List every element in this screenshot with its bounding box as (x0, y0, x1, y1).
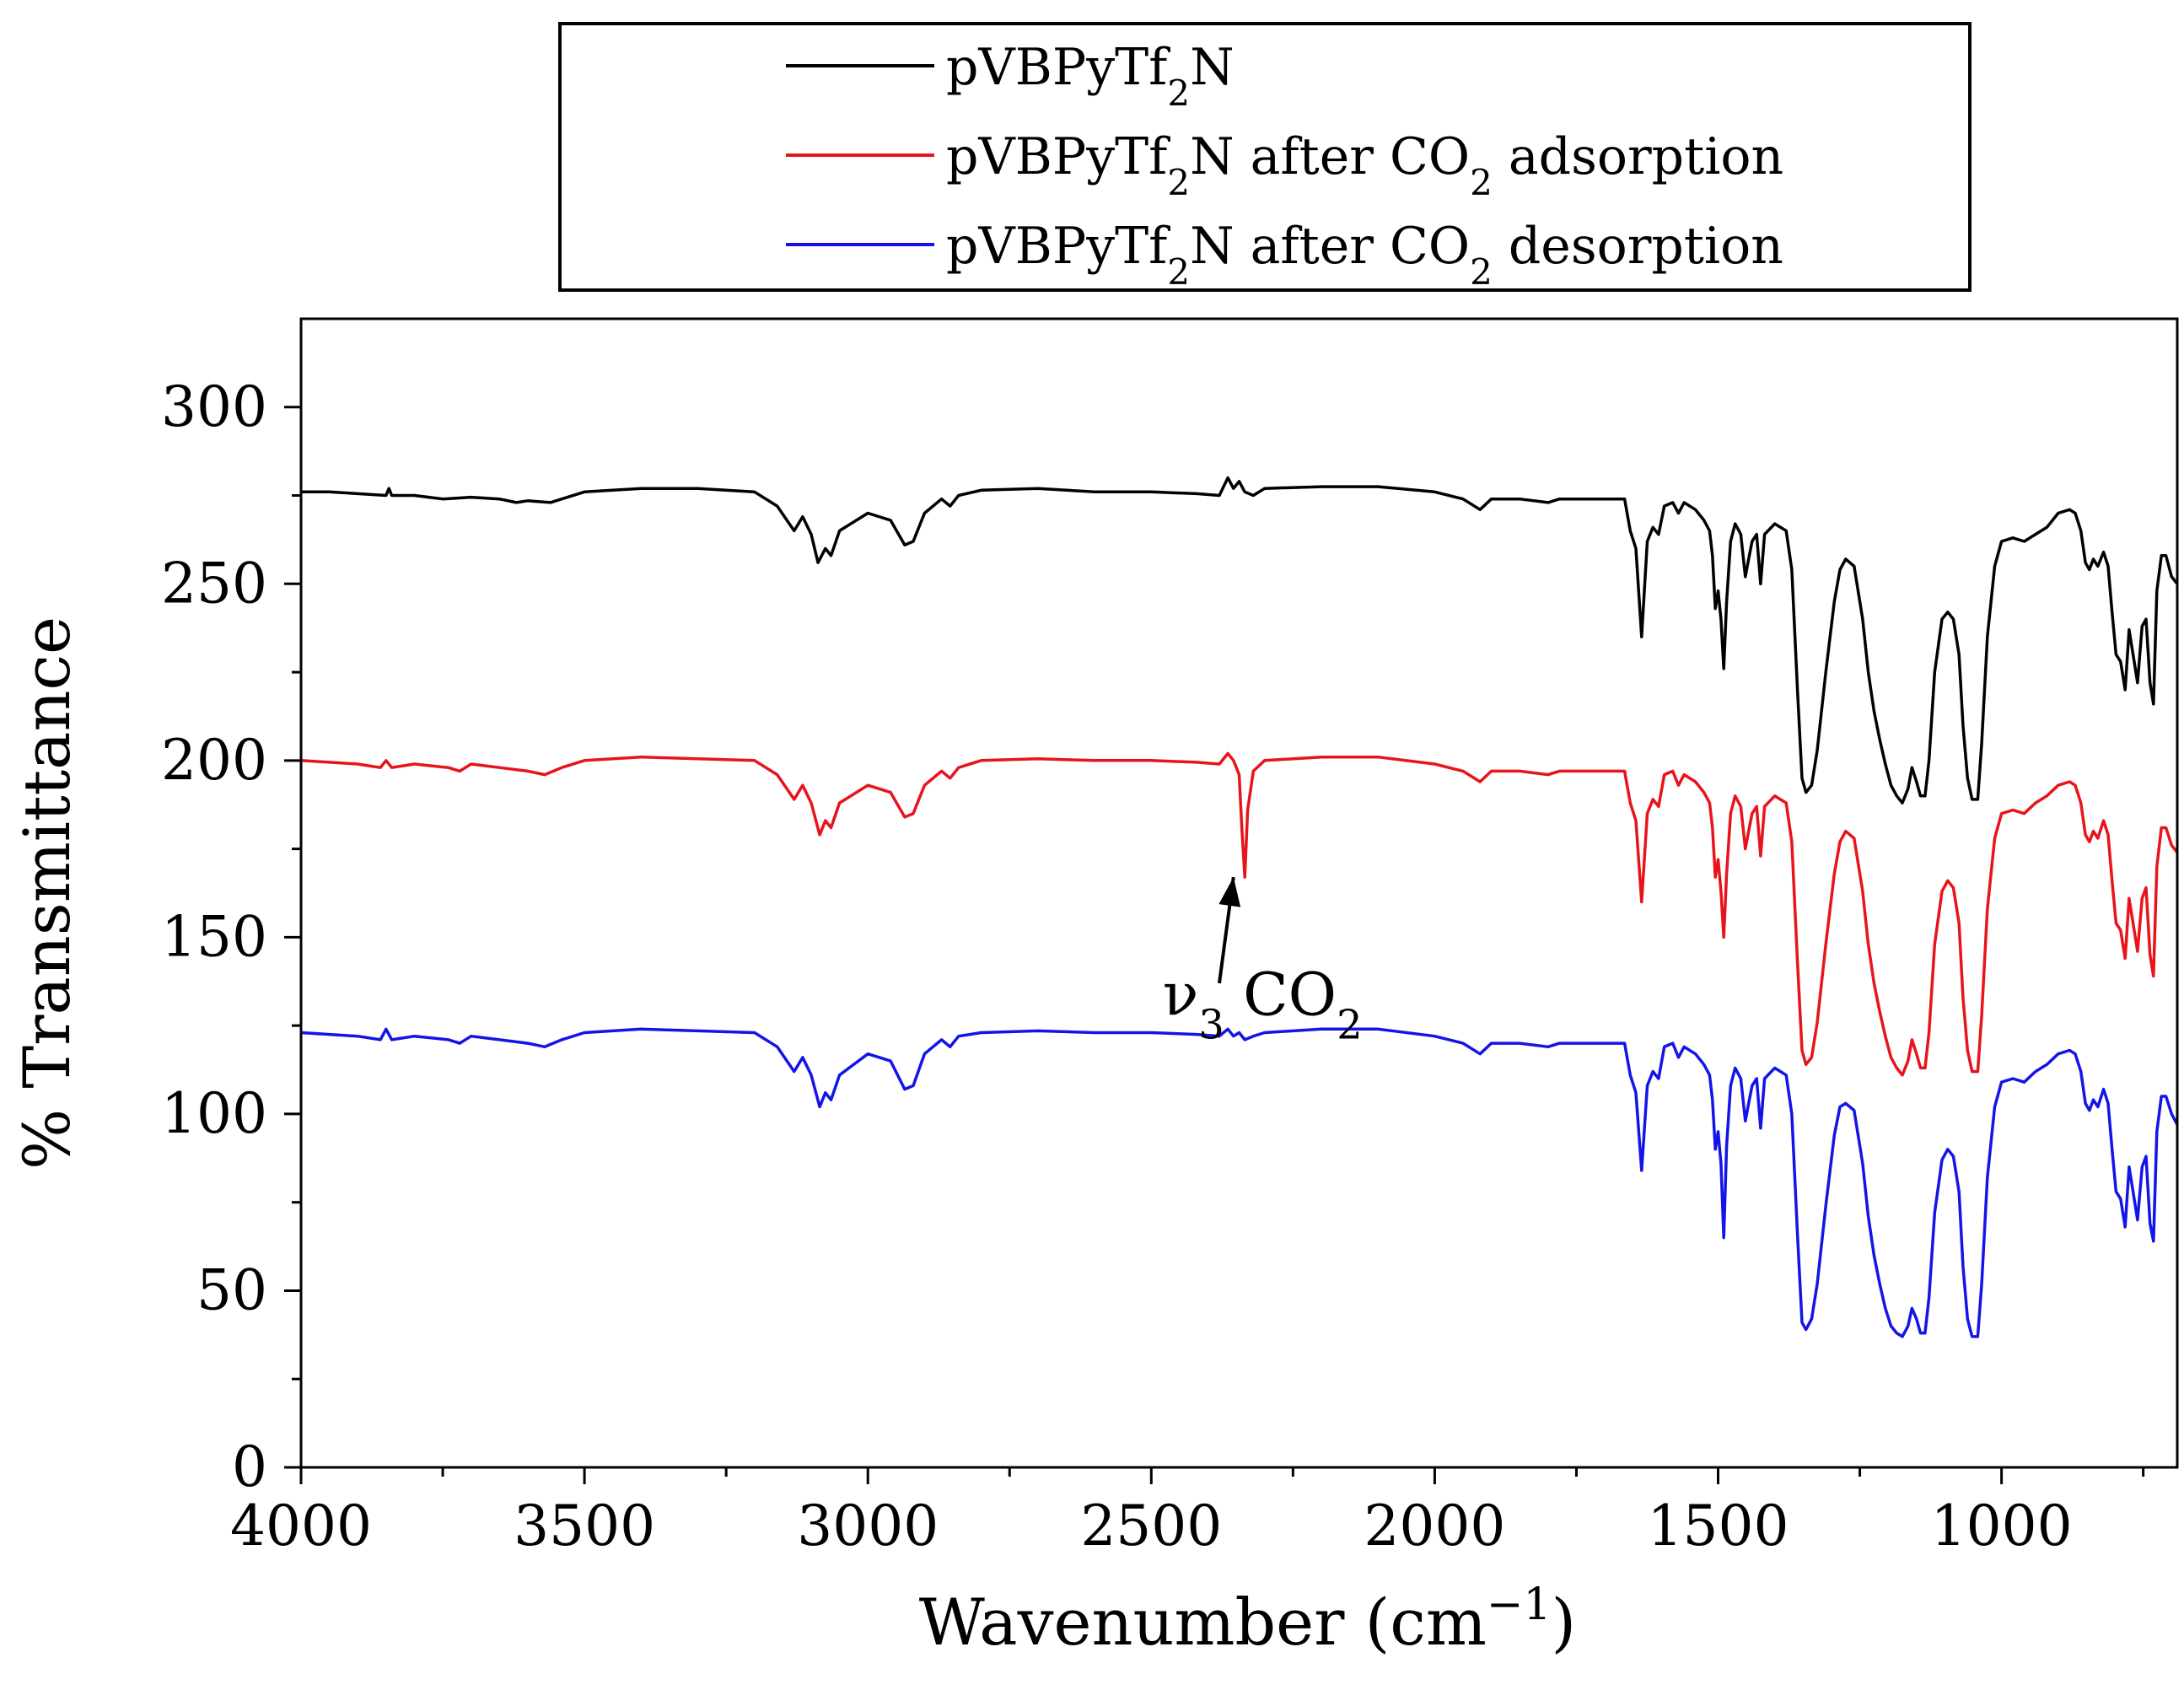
y-tick-label: 100 (161, 1081, 267, 1146)
series-line-3 (300, 1027, 2179, 1338)
y-tick-label: 50 (196, 1257, 267, 1322)
x-tick-label: 2000 (1364, 1494, 1505, 1558)
x-axis: 4000 3500 3000 2500 2000 1500 1000 (230, 1467, 2145, 1558)
y-tick-label: 150 (161, 904, 267, 969)
series-line-1 (301, 476, 2179, 805)
x-tick-label: 1500 (1648, 1494, 1789, 1558)
annotation-label: ν3 CO2 (1163, 961, 1363, 1049)
x-tick-label: 3500 (514, 1494, 655, 1558)
x-tick-label: 1000 (1931, 1494, 2073, 1558)
y-tick-label: 300 (161, 374, 267, 439)
y-tick-label: 200 (161, 728, 267, 793)
y-axis: 0 50 100 150 200 250 300 (161, 374, 301, 1499)
legend-label-1: pVBPyTf2N (946, 38, 1235, 114)
legend-label-3: pVBPyTf2N after CO2 desorption (946, 217, 1783, 293)
series-layer (300, 476, 2179, 1338)
legend: pVBPyTf2N pVBPyTf2N after CO2 adsorption p… (786, 38, 1783, 293)
y-tick-label: 0 (232, 1434, 267, 1499)
x-axis-label: Wavenumber (cm−1) (919, 1580, 1576, 1660)
y-tick-label: 250 (161, 551, 267, 616)
x-tick-label: 4000 (230, 1494, 372, 1558)
x-tick-label: 3000 (797, 1494, 939, 1558)
y-axis-label: % Transmittance (9, 616, 84, 1170)
annotation-arrow-head (1218, 877, 1241, 907)
x-tick-label: 2500 (1080, 1494, 1222, 1558)
plot-frame (299, 317, 2179, 1469)
co2-annotation: ν3 CO2 (1163, 876, 1363, 1049)
legend-label-2: pVBPyTf2N after CO2 adsorption (946, 127, 1783, 203)
series-line-2 (300, 751, 2179, 1077)
